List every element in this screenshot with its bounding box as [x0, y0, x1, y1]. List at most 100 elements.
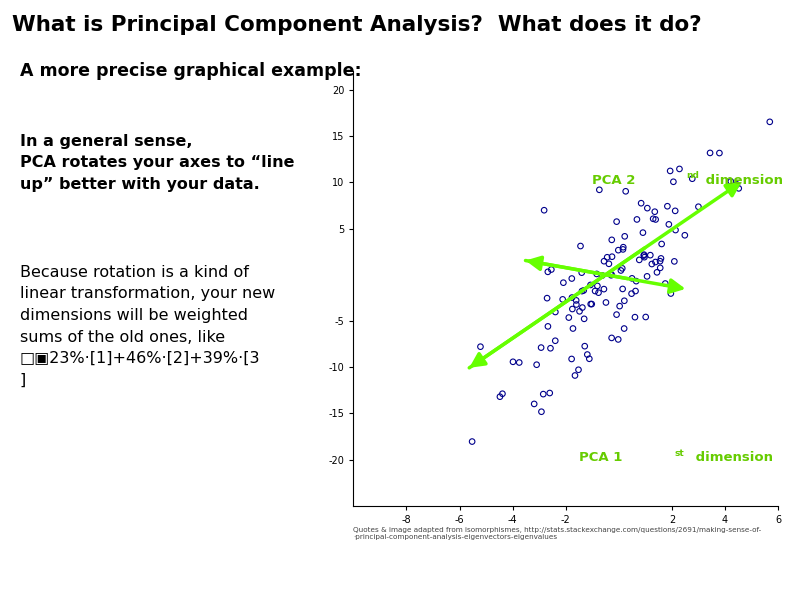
Point	[570, 300, 583, 309]
Point	[654, 253, 667, 263]
Point	[598, 256, 611, 266]
Point	[569, 371, 581, 380]
Point	[649, 207, 661, 217]
Point	[541, 293, 553, 303]
Point	[612, 245, 625, 255]
Point	[664, 166, 676, 176]
Point	[649, 257, 662, 267]
Point	[605, 271, 618, 280]
Point	[578, 342, 591, 351]
Point	[668, 256, 680, 266]
Point	[605, 333, 618, 343]
Text: What is Principal Component Analysis?  What does it do?: What is Principal Component Analysis? Wh…	[12, 15, 702, 35]
Point	[630, 277, 642, 286]
Point	[530, 360, 543, 369]
Point	[654, 263, 667, 273]
Point	[616, 264, 629, 273]
Point	[641, 271, 653, 281]
Point	[567, 324, 580, 333]
Point	[630, 215, 643, 224]
Text: PCA 1: PCA 1	[579, 451, 622, 464]
Point	[549, 307, 561, 317]
Point	[617, 245, 630, 254]
Point	[669, 226, 682, 235]
Point	[576, 303, 588, 312]
Point	[615, 266, 627, 275]
Point	[650, 268, 663, 277]
Point	[545, 265, 557, 274]
Point	[585, 299, 598, 309]
Point	[619, 231, 631, 241]
Point	[637, 228, 649, 237]
Point	[653, 256, 666, 266]
Point	[646, 259, 658, 269]
Point	[573, 306, 586, 316]
Point	[537, 389, 549, 399]
Point	[633, 255, 646, 265]
Text: dimension: dimension	[701, 174, 783, 187]
Point	[557, 278, 570, 287]
Point	[576, 286, 588, 296]
Text: st: st	[675, 449, 684, 458]
Point	[638, 250, 650, 259]
Point	[603, 259, 615, 268]
Point	[686, 174, 699, 183]
Point	[659, 279, 672, 289]
Point	[584, 280, 597, 290]
Point	[617, 242, 630, 252]
Point	[583, 354, 596, 364]
Point	[763, 117, 776, 127]
Text: A more precise graphical example:: A more precise graphical example:	[20, 62, 361, 80]
Point	[534, 343, 547, 352]
Text: PCA 2: PCA 2	[592, 174, 636, 187]
Point	[588, 286, 601, 296]
Point	[596, 271, 609, 280]
Point	[528, 399, 541, 409]
Point	[584, 299, 597, 309]
Point	[678, 230, 691, 240]
Point	[724, 177, 737, 186]
Point	[542, 267, 554, 277]
Point	[618, 296, 630, 305]
Point	[667, 177, 680, 186]
Point	[576, 268, 588, 277]
Point	[494, 392, 507, 402]
Point	[644, 250, 657, 260]
Point	[592, 288, 605, 298]
Point	[611, 310, 623, 320]
Point	[661, 202, 674, 211]
Point	[577, 286, 590, 295]
Point	[513, 358, 526, 367]
Point	[549, 336, 561, 346]
Point	[543, 389, 556, 398]
Point	[496, 389, 509, 399]
Point	[629, 312, 642, 322]
Point	[634, 199, 647, 208]
Point	[606, 252, 619, 261]
Point	[598, 284, 611, 294]
Point	[601, 252, 614, 262]
Point	[616, 284, 629, 294]
Point	[544, 343, 557, 353]
Point	[557, 295, 569, 304]
Text: In a general sense,
PCA rotates your axes to “line
up” better with your data.: In a general sense, PCA rotates your axe…	[20, 134, 295, 192]
Point	[562, 313, 575, 322]
Point	[713, 148, 726, 158]
Text: nd: nd	[687, 171, 700, 180]
Point	[626, 274, 638, 283]
Text: dimension: dimension	[691, 451, 773, 464]
Point	[581, 350, 594, 359]
Point	[565, 274, 578, 283]
Point	[474, 342, 487, 352]
Point	[673, 164, 686, 174]
Point	[730, 180, 743, 189]
Point	[692, 202, 705, 211]
Point	[574, 242, 587, 251]
Point	[638, 251, 650, 261]
Point	[669, 206, 681, 215]
Point	[641, 203, 653, 213]
Point	[570, 296, 583, 305]
Point	[593, 185, 606, 195]
Point	[565, 293, 578, 302]
Point	[629, 286, 642, 296]
